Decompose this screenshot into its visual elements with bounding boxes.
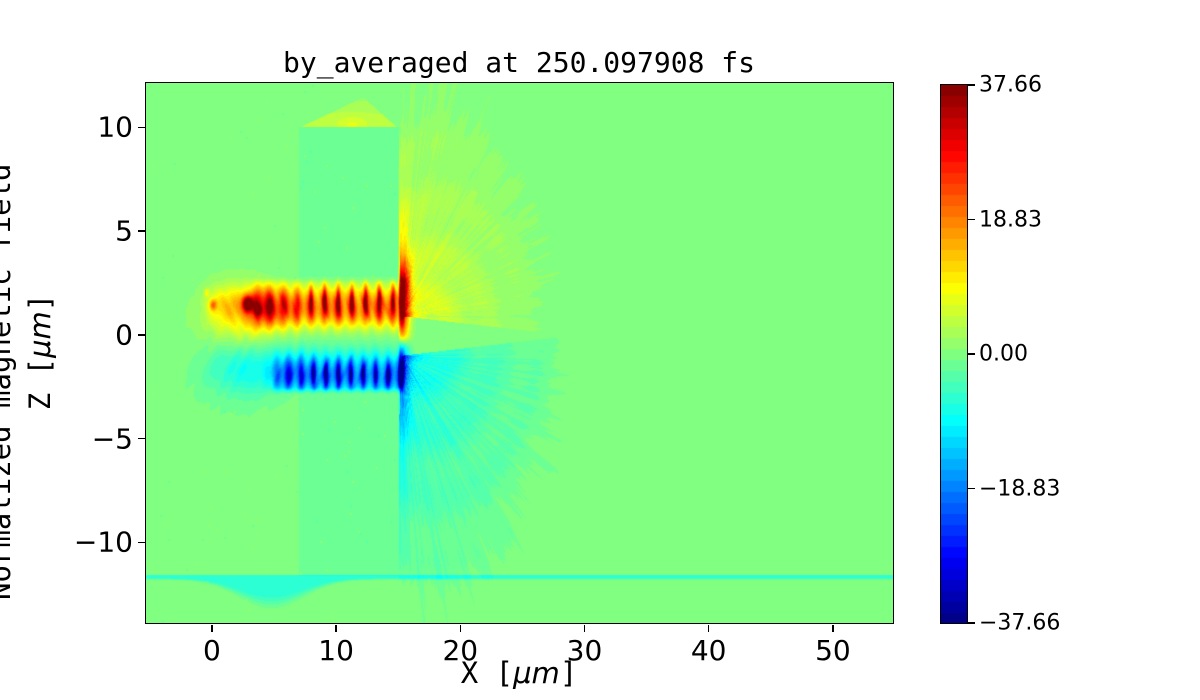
colorbar-canvas <box>941 85 967 623</box>
colorbar-tick-mark <box>968 622 975 624</box>
colorbar-tick-mark <box>968 218 975 221</box>
y-axis-label-pre: Z [ <box>23 357 57 411</box>
x-axis-label-post: ] <box>559 656 578 690</box>
x-tick-label: 30 <box>566 634 603 667</box>
x-tick-mark <box>459 624 462 632</box>
y-tick-label: 0 <box>115 318 133 352</box>
y-tick-label: −5 <box>91 422 133 456</box>
colorbar-tick-label: −37.66 <box>979 610 1061 636</box>
heatmap-canvas <box>146 83 893 623</box>
y-tick-mark <box>137 230 145 232</box>
x-axis-label: X [μm] <box>461 656 578 690</box>
y-tick-label: 10 <box>97 110 133 144</box>
x-tick-mark <box>211 624 213 632</box>
y-axis-label-post: ] <box>23 293 57 312</box>
colorbar-tick-label: 18.83 <box>979 207 1042 232</box>
chart-title: by_averaged at 250.097908 fs <box>282 46 756 79</box>
x-tick-mark <box>707 624 710 632</box>
y-tick-label: 5 <box>115 214 133 248</box>
colorbar-tick-mark <box>968 84 975 86</box>
x-tick-label: 20 <box>442 634 479 667</box>
colorbar-tick-mark <box>968 353 975 355</box>
y-tick-mark <box>137 126 145 129</box>
x-tick-label: 10 <box>318 634 354 667</box>
y-tick-label: −10 <box>73 525 133 559</box>
y-axis-label: Z [μm] <box>23 294 57 411</box>
y-axis-unit: μm <box>23 311 57 358</box>
colorbar-label: Normalized magnetic field <box>0 163 17 601</box>
x-axis-unit: μm <box>513 656 560 690</box>
x-tick-label: 40 <box>690 634 727 667</box>
colorbar-tick-mark <box>968 487 975 490</box>
x-tick-mark <box>583 624 586 632</box>
x-tick-mark <box>832 624 834 632</box>
x-tick-label: 0 <box>203 634 221 667</box>
y-tick-mark <box>137 437 145 440</box>
y-tick-mark <box>137 541 145 544</box>
colorbar-tick-label: 37.66 <box>979 72 1042 98</box>
colorbar-tick-label: −18.83 <box>979 476 1061 501</box>
x-tick-mark <box>335 624 337 632</box>
colorbar-tick-label: 0.00 <box>979 341 1028 367</box>
x-axis-label-pre: X [ <box>460 656 514 690</box>
x-tick-label: 50 <box>815 634 851 667</box>
y-tick-mark <box>137 334 145 336</box>
